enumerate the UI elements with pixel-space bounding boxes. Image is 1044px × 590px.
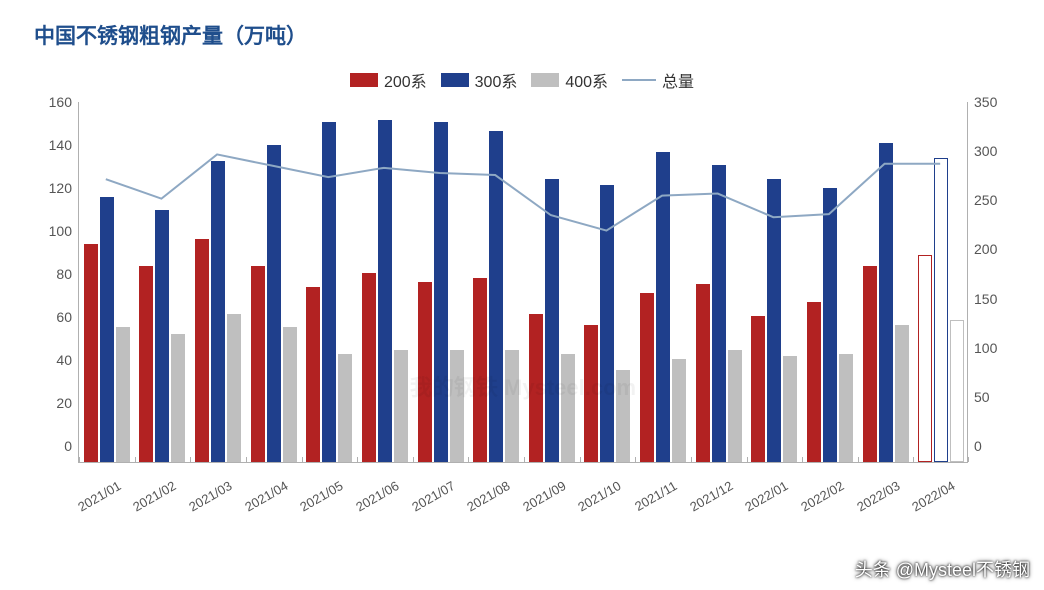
y-axis-right: 350300250200150100500 bbox=[974, 102, 1014, 462]
bar-s200 bbox=[84, 244, 98, 462]
legend-total: 总量 bbox=[622, 68, 694, 92]
bar-s200 bbox=[863, 266, 877, 462]
bar-s300 bbox=[267, 145, 281, 462]
y-left-tick: 100 bbox=[32, 223, 72, 239]
plot-region bbox=[78, 102, 968, 462]
bar-s300 bbox=[879, 143, 893, 463]
bar-s300 bbox=[155, 210, 169, 462]
x-label: 2021/07 bbox=[398, 478, 457, 521]
y-right-tick: 100 bbox=[974, 340, 1014, 356]
y-left-tick: 20 bbox=[32, 395, 72, 411]
x-label: 2021/11 bbox=[620, 478, 679, 521]
y-right-tick: 250 bbox=[974, 192, 1014, 208]
bar-s400 bbox=[950, 320, 964, 462]
bar-s400 bbox=[672, 359, 686, 463]
x-label: 2021/09 bbox=[509, 478, 568, 521]
attribution-text: 头条 @Mysteel不锈钢 bbox=[855, 556, 1030, 582]
bar-s400 bbox=[116, 327, 130, 462]
x-label: 2021/01 bbox=[64, 478, 123, 521]
bar-s400 bbox=[338, 354, 352, 462]
x-label: 2021/06 bbox=[342, 478, 401, 521]
legend-300: 300系 bbox=[441, 68, 518, 92]
legend-400: 400系 bbox=[531, 68, 608, 92]
bar-s300 bbox=[712, 165, 726, 462]
y-left-tick: 0 bbox=[32, 438, 72, 454]
bar-s400 bbox=[505, 350, 519, 463]
legend-label-400: 400系 bbox=[565, 68, 608, 92]
bar-s300 bbox=[767, 179, 781, 463]
y-axis-left: 160140120100806040200 bbox=[32, 102, 72, 462]
bar-s200 bbox=[139, 266, 153, 462]
bar-s400 bbox=[783, 356, 797, 462]
x-label: 2021/03 bbox=[175, 478, 234, 521]
bar-s300 bbox=[545, 179, 559, 463]
bar-s200 bbox=[751, 316, 765, 462]
legend-label-300: 300系 bbox=[475, 68, 518, 92]
y-left-tick: 60 bbox=[32, 309, 72, 325]
bar-s400 bbox=[895, 325, 909, 462]
bar-s400 bbox=[728, 350, 742, 463]
bar-s300 bbox=[100, 197, 114, 463]
bar-s300 bbox=[322, 122, 336, 462]
y-left-tick: 140 bbox=[32, 137, 72, 153]
bar-s300 bbox=[656, 152, 670, 463]
bar-s200 bbox=[362, 273, 376, 462]
legend-200: 200系 bbox=[350, 68, 427, 92]
bar-s400 bbox=[394, 350, 408, 463]
x-label: 2022/02 bbox=[787, 478, 846, 521]
x-label: 2021/12 bbox=[676, 478, 735, 521]
bar-s400 bbox=[227, 314, 241, 463]
x-label: 2021/02 bbox=[119, 478, 178, 521]
x-label: 2021/08 bbox=[453, 478, 512, 521]
y-right-tick: 150 bbox=[974, 291, 1014, 307]
y-left-tick: 160 bbox=[32, 94, 72, 110]
x-label: 2021/05 bbox=[286, 478, 345, 521]
y-right-tick: 50 bbox=[974, 389, 1014, 405]
chart-legend: 200系 300系 400系 总量 bbox=[30, 68, 1014, 92]
bar-s300 bbox=[378, 120, 392, 462]
chart-title: 中国不锈钢粗钢产量（万吨） bbox=[34, 20, 1014, 50]
x-label: 2022/03 bbox=[843, 478, 902, 521]
x-axis-baseline bbox=[78, 462, 968, 463]
bar-s400 bbox=[450, 350, 464, 463]
bar-s300 bbox=[600, 185, 614, 462]
bar-s400 bbox=[283, 327, 297, 462]
bar-s400 bbox=[171, 334, 185, 462]
bar-s300 bbox=[823, 188, 837, 463]
y-left-tick: 40 bbox=[32, 352, 72, 368]
legend-label-200: 200系 bbox=[384, 68, 427, 92]
y-left-tick: 120 bbox=[32, 180, 72, 196]
y-right-tick: 300 bbox=[974, 143, 1014, 159]
x-label: 2021/10 bbox=[564, 478, 623, 521]
bar-s200 bbox=[306, 287, 320, 463]
legend-swatch-200 bbox=[350, 73, 378, 87]
y-left-tick: 80 bbox=[32, 266, 72, 282]
bar-s200 bbox=[195, 239, 209, 462]
x-label: 2022/04 bbox=[898, 478, 957, 521]
chart-container: 中国不锈钢粗钢产量（万吨） 200系 300系 400系 总量 16014012… bbox=[0, 0, 1044, 590]
legend-swatch-total bbox=[622, 79, 656, 81]
y-right-tick: 0 bbox=[974, 438, 1014, 454]
x-label: 2021/04 bbox=[231, 478, 290, 521]
bar-s300 bbox=[489, 131, 503, 462]
bar-s200 bbox=[640, 293, 654, 462]
chart-area: 160140120100806040200 350300250200150100… bbox=[38, 102, 1008, 532]
legend-label-total: 总量 bbox=[662, 68, 694, 92]
bar-s200 bbox=[251, 266, 265, 462]
x-label: 2022/01 bbox=[731, 478, 790, 521]
y-right-tick: 350 bbox=[974, 94, 1014, 110]
bar-s400 bbox=[839, 354, 853, 462]
x-axis-labels: 2021/012021/022021/032021/042021/052021/… bbox=[78, 472, 968, 532]
y-right-tick: 200 bbox=[974, 241, 1014, 257]
x-tick bbox=[968, 457, 969, 462]
bar-s200 bbox=[696, 284, 710, 462]
legend-swatch-400 bbox=[531, 73, 559, 87]
bar-s200 bbox=[918, 255, 932, 462]
watermark-center: 我的钢铁 Mysteel.com bbox=[410, 370, 636, 402]
bar-s300 bbox=[211, 161, 225, 463]
legend-swatch-300 bbox=[441, 73, 469, 87]
bar-s300 bbox=[934, 158, 948, 462]
bar-s200 bbox=[807, 302, 821, 462]
bar-s300 bbox=[434, 122, 448, 462]
